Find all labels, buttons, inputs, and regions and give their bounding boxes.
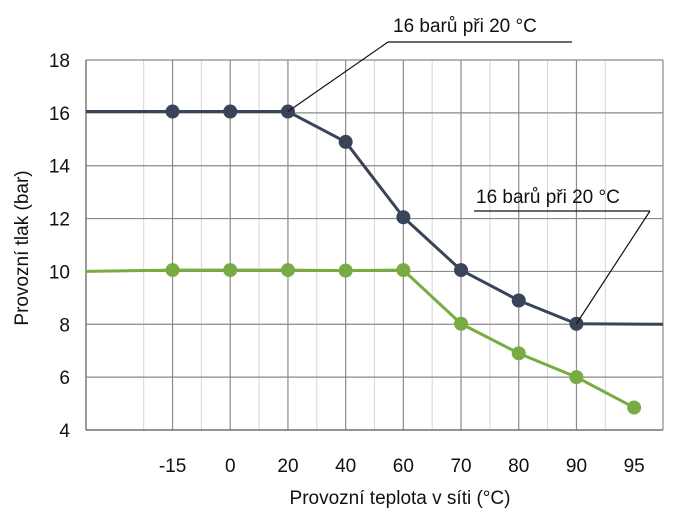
series-1-line bbox=[86, 110, 664, 326]
series-2-point bbox=[280, 263, 295, 278]
series-2-point bbox=[338, 263, 353, 278]
series-2-point bbox=[454, 316, 469, 331]
y-tick-label: 10 bbox=[49, 262, 70, 283]
x-tick-label: 20 bbox=[277, 456, 298, 477]
series-2-point bbox=[223, 263, 238, 278]
y-tick-label: 14 bbox=[49, 157, 71, 178]
x-tick-label: 80 bbox=[508, 456, 529, 477]
x-tick-label: 95 bbox=[624, 456, 645, 477]
series-1-point bbox=[338, 134, 353, 149]
x-axis-ticks: -15 0 20 40 60 70 80 90 95 bbox=[159, 456, 645, 477]
annotation-2-text: 16 barů při 20 °C bbox=[476, 187, 620, 208]
series-1-point bbox=[454, 263, 469, 278]
x-tick-label: 0 bbox=[225, 456, 236, 477]
y-tick-label: 8 bbox=[59, 315, 70, 336]
y-tick-label: 6 bbox=[59, 368, 70, 389]
y-axis-ticks: 4 6 8 10 12 14 16 18 bbox=[49, 51, 71, 442]
annotation-1-text: 16 barů při 20 °C bbox=[393, 16, 537, 37]
series-1-point bbox=[165, 104, 180, 119]
series-1-point bbox=[396, 210, 411, 225]
y-tick-label: 16 bbox=[49, 104, 70, 125]
series-1-point bbox=[511, 293, 526, 308]
series-lines bbox=[85, 110, 664, 409]
grid bbox=[85, 59, 664, 431]
series-points bbox=[165, 104, 642, 415]
plot-frame bbox=[85, 60, 664, 431]
x-tick-label: -15 bbox=[159, 456, 186, 477]
x-axis-title: Provozní teplota v síti (°C) bbox=[290, 488, 511, 509]
series-2-point bbox=[165, 263, 180, 278]
series-2-point bbox=[511, 346, 526, 361]
x-tick-label: 40 bbox=[335, 456, 356, 477]
y-tick-label: 4 bbox=[59, 421, 70, 442]
y-axis-title: Provozní tlak (bar) bbox=[12, 170, 33, 325]
series-2-point bbox=[396, 263, 411, 278]
annotations: 16 barů při 20 °C 16 barů při 20 °C bbox=[287, 16, 651, 325]
series-2-line bbox=[85, 268, 635, 409]
x-tick-label: 90 bbox=[566, 456, 587, 477]
annotation-1-leader bbox=[287, 41, 389, 113]
series-1-point bbox=[223, 104, 238, 119]
y-tick-label: 12 bbox=[49, 210, 70, 231]
annotation-2-leader bbox=[575, 210, 651, 325]
x-tick-label: 60 bbox=[393, 456, 414, 477]
series-2-point bbox=[569, 370, 584, 385]
x-tick-label: 70 bbox=[450, 456, 471, 477]
series-2-point bbox=[627, 400, 642, 415]
y-tick-label: 18 bbox=[49, 51, 70, 72]
